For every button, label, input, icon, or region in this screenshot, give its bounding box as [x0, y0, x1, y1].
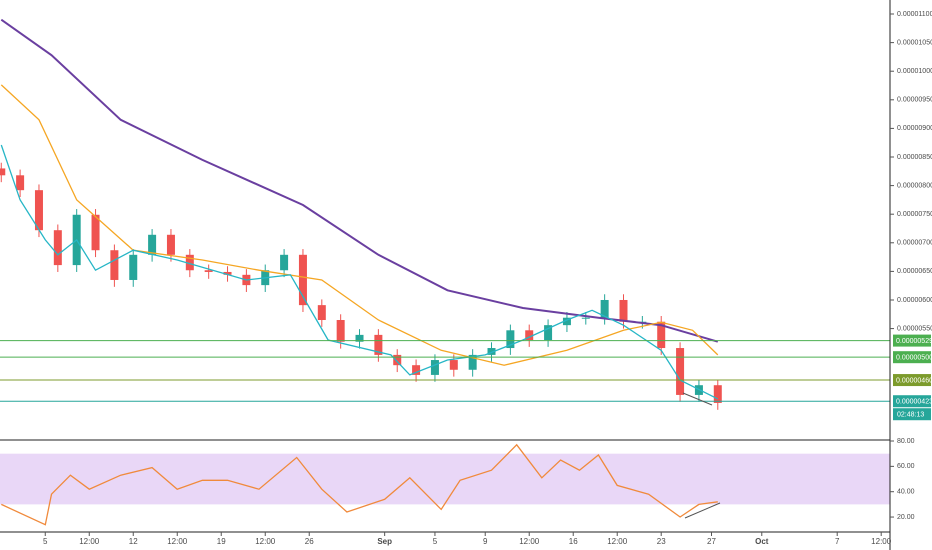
x-tick-label: Sep	[377, 537, 392, 546]
candle-body	[336, 320, 345, 342]
candle-body	[110, 250, 119, 280]
candle-body	[600, 299, 609, 318]
x-tick-label: 12:00	[167, 537, 188, 546]
candle-body	[468, 354, 477, 370]
y-tick-label: 0.00000800	[897, 182, 932, 189]
level-label: 0.00000500	[896, 355, 932, 362]
series-line	[0, 144, 719, 400]
y-tick-label: 0.00000700	[897, 240, 932, 247]
x-tick-label: 27	[707, 537, 716, 546]
candle-body	[430, 360, 439, 375]
x-tick-label: 5	[43, 537, 48, 546]
y-tick-label: 0.00000650	[897, 268, 932, 275]
candle-body	[412, 365, 421, 375]
x-tick-label: 26	[305, 537, 314, 546]
x-tick-label: 9	[483, 537, 488, 546]
countdown: 02:48:13	[897, 412, 924, 419]
x-tick-label: 12:00	[871, 537, 892, 546]
candle-body	[619, 299, 628, 322]
y-tick-label: 0.00001050	[897, 39, 932, 46]
y-tick-label: 40.00	[897, 489, 915, 496]
y-tick-label: 0.00000950	[897, 97, 932, 104]
x-tick-label: 23	[657, 537, 666, 546]
candle-body	[16, 175, 25, 191]
level-label-box	[893, 334, 931, 347]
candle-body	[148, 234, 157, 255]
x-tick-label: 12	[129, 537, 138, 546]
candle-body	[204, 270, 213, 272]
candle-body	[0, 168, 6, 176]
candle-body	[355, 334, 364, 342]
y-tick-label: 0.00000750	[897, 211, 932, 218]
candle-body	[487, 348, 496, 355]
plot	[0, 18, 890, 526]
y-tick-label: 0.00000550	[897, 325, 932, 332]
candle-body	[544, 325, 553, 341]
candle-body	[185, 254, 194, 271]
x-tick-label: 12:00	[519, 537, 540, 546]
level-label-box	[893, 395, 931, 408]
x-tick-label: 12:00	[255, 537, 276, 546]
y-tick-label: 20.00	[897, 514, 915, 521]
rsi-background	[0, 453, 890, 505]
candle-body	[525, 330, 534, 341]
trend-line	[684, 502, 721, 519]
candle-body	[223, 271, 232, 275]
x-tick-label: 5	[433, 537, 438, 546]
level-label-box	[893, 374, 931, 387]
x-tick-label: 16	[569, 537, 578, 546]
series-line	[0, 84, 719, 366]
x-tick-label: 7	[835, 537, 840, 546]
rsi-band	[0, 453, 890, 505]
candle-body	[374, 334, 383, 355]
candle-body	[449, 360, 458, 370]
y-tick-label: 0.00000900	[897, 125, 932, 132]
x-tick-label: 19	[217, 537, 226, 546]
candle-body	[298, 254, 307, 306]
candle-body	[657, 321, 666, 349]
y-tick-label: 60.00	[897, 463, 915, 470]
candle-body	[676, 348, 685, 395]
y-tick-label: 0.00001000	[897, 68, 932, 75]
y-tick-label: 0.00000850	[897, 154, 932, 161]
candle-body	[562, 317, 571, 326]
candle-body	[53, 230, 62, 266]
candle-body	[713, 385, 722, 403]
candle-body	[280, 254, 289, 271]
candle-body	[91, 214, 100, 251]
level-label: 0.00000529	[896, 338, 932, 345]
candle-body	[34, 190, 43, 231]
level-label: 0.00000460	[896, 377, 932, 384]
y-tick-label: 0.00001100	[897, 11, 932, 18]
level-label: 0.00000423	[896, 399, 932, 406]
series-line	[0, 18, 719, 343]
candle-body	[129, 254, 138, 280]
candle-body	[166, 234, 175, 255]
level-label-box	[893, 351, 931, 364]
candle-body	[506, 330, 515, 349]
y-tick-label: 80.00	[897, 438, 915, 445]
candle-body	[317, 305, 326, 321]
candle-body	[393, 354, 402, 366]
x-tick-label: Oct	[755, 537, 769, 546]
countdown-box	[893, 408, 931, 421]
trend-line	[682, 392, 713, 406]
series-line	[1, 443, 718, 526]
y-tick-label: 0.00000600	[897, 297, 932, 304]
candle-body	[581, 317, 590, 319]
x-tick-label: 12:00	[79, 537, 100, 546]
x-tick-label: 12:00	[607, 537, 628, 546]
